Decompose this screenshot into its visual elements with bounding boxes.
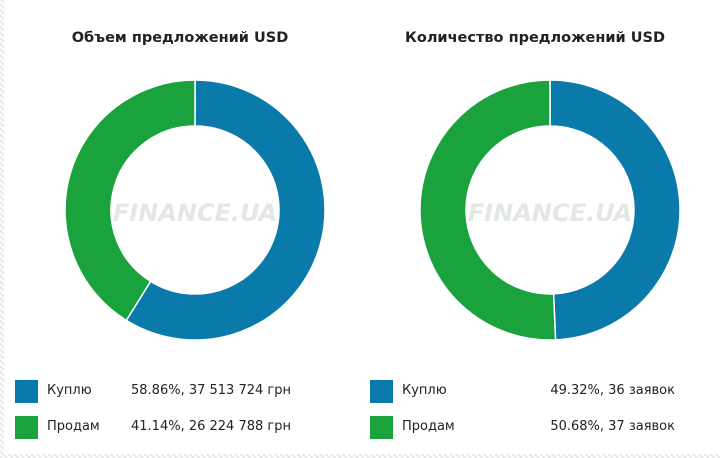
legend-value: 58.86%, 37 513 724 грн bbox=[131, 383, 291, 398]
legend-item-sell: Продам 50.68%, 37 заявок bbox=[370, 412, 705, 448]
sell-swatch bbox=[15, 416, 38, 439]
legend-label: Продам bbox=[47, 419, 100, 434]
count-chart-panel: Количество предложений USD FINANCE.UA Ку… bbox=[355, 0, 715, 458]
volume-legend: Куплю 58.86%, 37 513 724 грн Продам 41.1… bbox=[15, 376, 350, 448]
legend-item-buy: Куплю 49.32%, 36 заявок bbox=[370, 376, 705, 412]
legend-item-buy: Куплю 58.86%, 37 513 724 грн bbox=[15, 376, 350, 412]
volume-donut-chart: FINANCE.UA bbox=[64, 79, 326, 341]
donut-slice-sell bbox=[419, 79, 557, 341]
chart-title: Количество предложений USD bbox=[405, 30, 665, 46]
donut-slice-buy bbox=[549, 79, 681, 341]
donut-slice-buy bbox=[125, 79, 326, 341]
donut-slice-sell bbox=[64, 79, 196, 322]
frame-bottom-border bbox=[0, 454, 720, 458]
buy-swatch bbox=[370, 380, 393, 403]
volume-chart-panel: Объем предложений USD FINANCE.UA Куплю 5… bbox=[15, 30, 350, 448]
buy-swatch bbox=[15, 380, 38, 403]
watermark-text: FINANCE.UA bbox=[468, 199, 632, 227]
legend-label: Продам bbox=[402, 419, 455, 434]
legend-value: 41.14%, 26 224 788 грн bbox=[131, 419, 291, 434]
legend-value: 50.68%, 37 заявок bbox=[550, 419, 675, 434]
watermark-text: FINANCE.UA bbox=[113, 199, 277, 227]
chart-title: Объем предложений USD bbox=[71, 30, 289, 46]
frame-left-border bbox=[0, 0, 4, 458]
count-donut-chart: FINANCE.UA bbox=[419, 79, 681, 341]
legend-item-sell: Продам 41.14%, 26 224 788 грн bbox=[15, 412, 350, 448]
legend-value: 49.32%, 36 заявок bbox=[550, 383, 675, 398]
legend-label: Куплю bbox=[402, 383, 447, 398]
legend-label: Куплю bbox=[47, 383, 92, 398]
sell-swatch bbox=[370, 416, 393, 439]
count-legend: Куплю 49.32%, 36 заявок Продам 50.68%, 3… bbox=[370, 376, 705, 448]
